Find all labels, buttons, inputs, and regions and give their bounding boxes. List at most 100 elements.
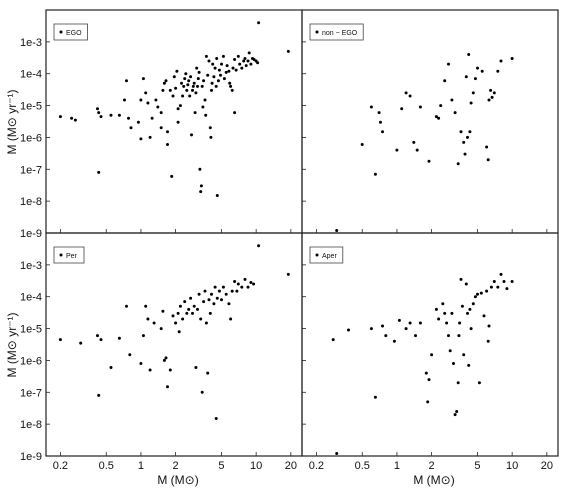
data-point — [227, 69, 231, 73]
data-point — [184, 72, 188, 76]
data-points — [58, 244, 290, 420]
data-point — [257, 21, 261, 25]
data-point — [204, 321, 208, 325]
data-point — [450, 98, 454, 102]
data-point — [217, 68, 221, 72]
data-point — [139, 362, 143, 365]
data-point — [229, 84, 233, 88]
data-point — [418, 105, 422, 109]
data-point — [234, 68, 238, 72]
legend-label: Per — [66, 253, 78, 260]
data-point — [468, 307, 472, 311]
data-point — [496, 69, 500, 73]
data-point — [487, 98, 491, 102]
data-point — [244, 64, 248, 68]
data-point — [187, 79, 191, 83]
data-point — [221, 285, 225, 289]
y-tick-label: 1e-7 — [20, 387, 42, 399]
data-point — [97, 170, 101, 174]
data-point — [286, 49, 290, 53]
data-point — [136, 120, 140, 124]
data-point — [201, 105, 205, 109]
y-tick-label: 1e-5 — [20, 101, 42, 113]
data-point — [479, 291, 483, 295]
data-point — [462, 140, 466, 144]
data-point — [210, 88, 213, 92]
data-point — [211, 62, 215, 66]
data-point — [443, 79, 447, 83]
data-point — [172, 75, 176, 79]
data-point — [199, 184, 203, 188]
data-point — [457, 334, 461, 338]
data-point — [215, 194, 219, 197]
data-point — [482, 314, 486, 318]
data-point — [242, 59, 246, 63]
data-point — [464, 282, 468, 286]
data-point — [170, 174, 174, 178]
y-axis-label-top: M (M⊙ yr⁻¹) — [5, 89, 19, 154]
x-tick-label: 20 — [541, 460, 553, 472]
data-point — [471, 302, 475, 306]
data-point — [58, 338, 62, 342]
data-point — [347, 328, 350, 332]
data-point — [185, 88, 189, 92]
data-point — [188, 94, 192, 98]
panel-frame — [301, 232, 559, 457]
y-tick-label: 1e-4 — [20, 292, 42, 304]
data-point — [426, 400, 430, 404]
data-point — [176, 120, 180, 124]
data-point — [144, 91, 148, 95]
legend-box — [309, 246, 344, 264]
data-point — [485, 289, 489, 293]
data-point — [434, 115, 438, 119]
data-point — [202, 79, 206, 83]
y-tick-label: 1e-8 — [20, 196, 42, 208]
data-point — [177, 330, 181, 334]
data-point — [240, 285, 244, 289]
data-point — [480, 69, 484, 73]
data-point — [466, 135, 469, 139]
data-point — [246, 59, 250, 63]
data-point — [384, 334, 388, 338]
data-point — [197, 292, 201, 296]
data-point — [209, 135, 213, 139]
data-point — [492, 91, 496, 95]
data-point — [123, 98, 126, 102]
data-point — [217, 289, 221, 293]
data-point — [467, 53, 471, 56]
data-point — [215, 57, 219, 60]
data-point — [459, 130, 463, 134]
legend-label: EGO — [66, 30, 82, 37]
data-point — [441, 302, 445, 306]
panel-bottom-left: 1e-9 1e-8 1e-7 1e-6 1e-5 1e-4 1e-3 0.2 0.5 1 2 5 10 2… — [20, 232, 303, 472]
data-point — [427, 159, 431, 163]
data-points — [335, 53, 514, 232]
legend-box — [53, 23, 88, 41]
data-point — [486, 339, 490, 343]
data-point — [125, 304, 128, 308]
data-point — [489, 88, 493, 92]
legend: non − EGO — [309, 23, 364, 41]
data-point — [434, 307, 438, 311]
data-point — [414, 334, 417, 338]
data-point — [381, 130, 384, 134]
data-point — [164, 356, 168, 360]
data-point — [109, 113, 113, 117]
x-tick-label: 5 — [218, 460, 224, 472]
data-point — [207, 298, 211, 302]
data-point — [212, 75, 216, 79]
data-point — [496, 285, 500, 289]
data-point — [171, 94, 175, 98]
data-point — [220, 62, 223, 66]
data-point — [335, 229, 339, 232]
data-point — [230, 289, 234, 293]
data-point — [127, 116, 130, 120]
data-point — [159, 111, 163, 115]
data-point — [468, 130, 472, 134]
data-point — [240, 66, 244, 70]
x-axis-label-right: M (M⊙) — [413, 473, 454, 487]
data-point — [97, 111, 101, 115]
data-point — [408, 321, 412, 325]
data-point — [424, 371, 428, 375]
